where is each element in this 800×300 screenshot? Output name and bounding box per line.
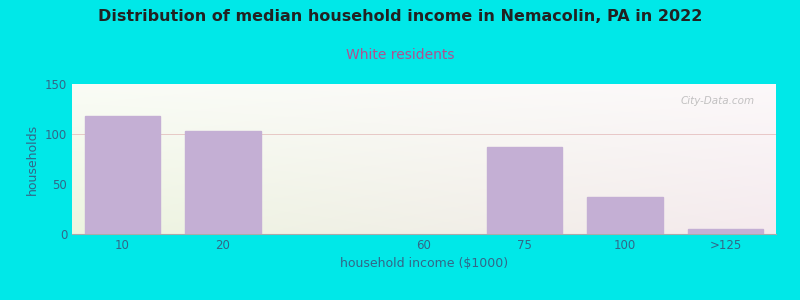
Bar: [587, 197, 663, 234]
Bar: [85, 116, 160, 234]
Bar: [688, 229, 763, 234]
Text: White residents: White residents: [346, 48, 454, 62]
Y-axis label: households: households: [26, 123, 39, 195]
Text: City-Data.com: City-Data.com: [681, 96, 755, 106]
Bar: [185, 131, 261, 234]
Text: Distribution of median household income in Nemacolin, PA in 2022: Distribution of median household income …: [98, 9, 702, 24]
Bar: [487, 147, 562, 234]
X-axis label: household income ($1000): household income ($1000): [340, 257, 508, 270]
